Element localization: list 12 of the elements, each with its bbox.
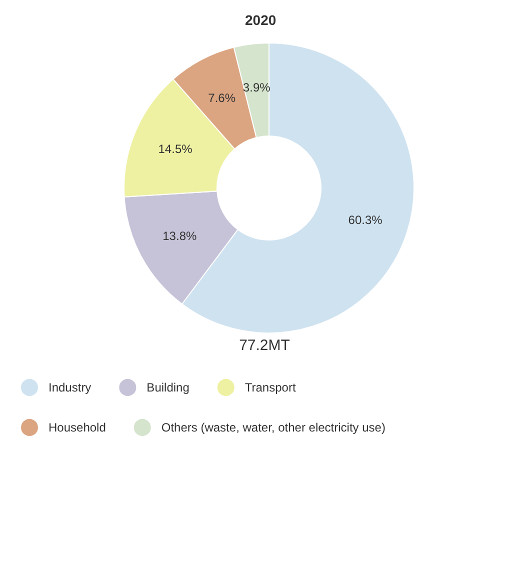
data-label: 7.6%: [208, 91, 236, 106]
legend-label: Industry: [48, 380, 92, 394]
data-label: 3.9%: [242, 80, 271, 94]
legend-label: Others (waste, water, other electricity use): [161, 420, 386, 434]
data-label: 14.5%: [158, 142, 193, 156]
legend-label: Household: [48, 420, 106, 434]
chart-title: 2020: [245, 12, 276, 28]
legend-label: Building: [146, 380, 190, 394]
data-label: 13.8%: [162, 229, 197, 244]
text: 77.2MT: [239, 337, 290, 354]
data-label: 60.3%: [348, 213, 383, 228]
legend-label: Transport: [244, 380, 296, 394]
